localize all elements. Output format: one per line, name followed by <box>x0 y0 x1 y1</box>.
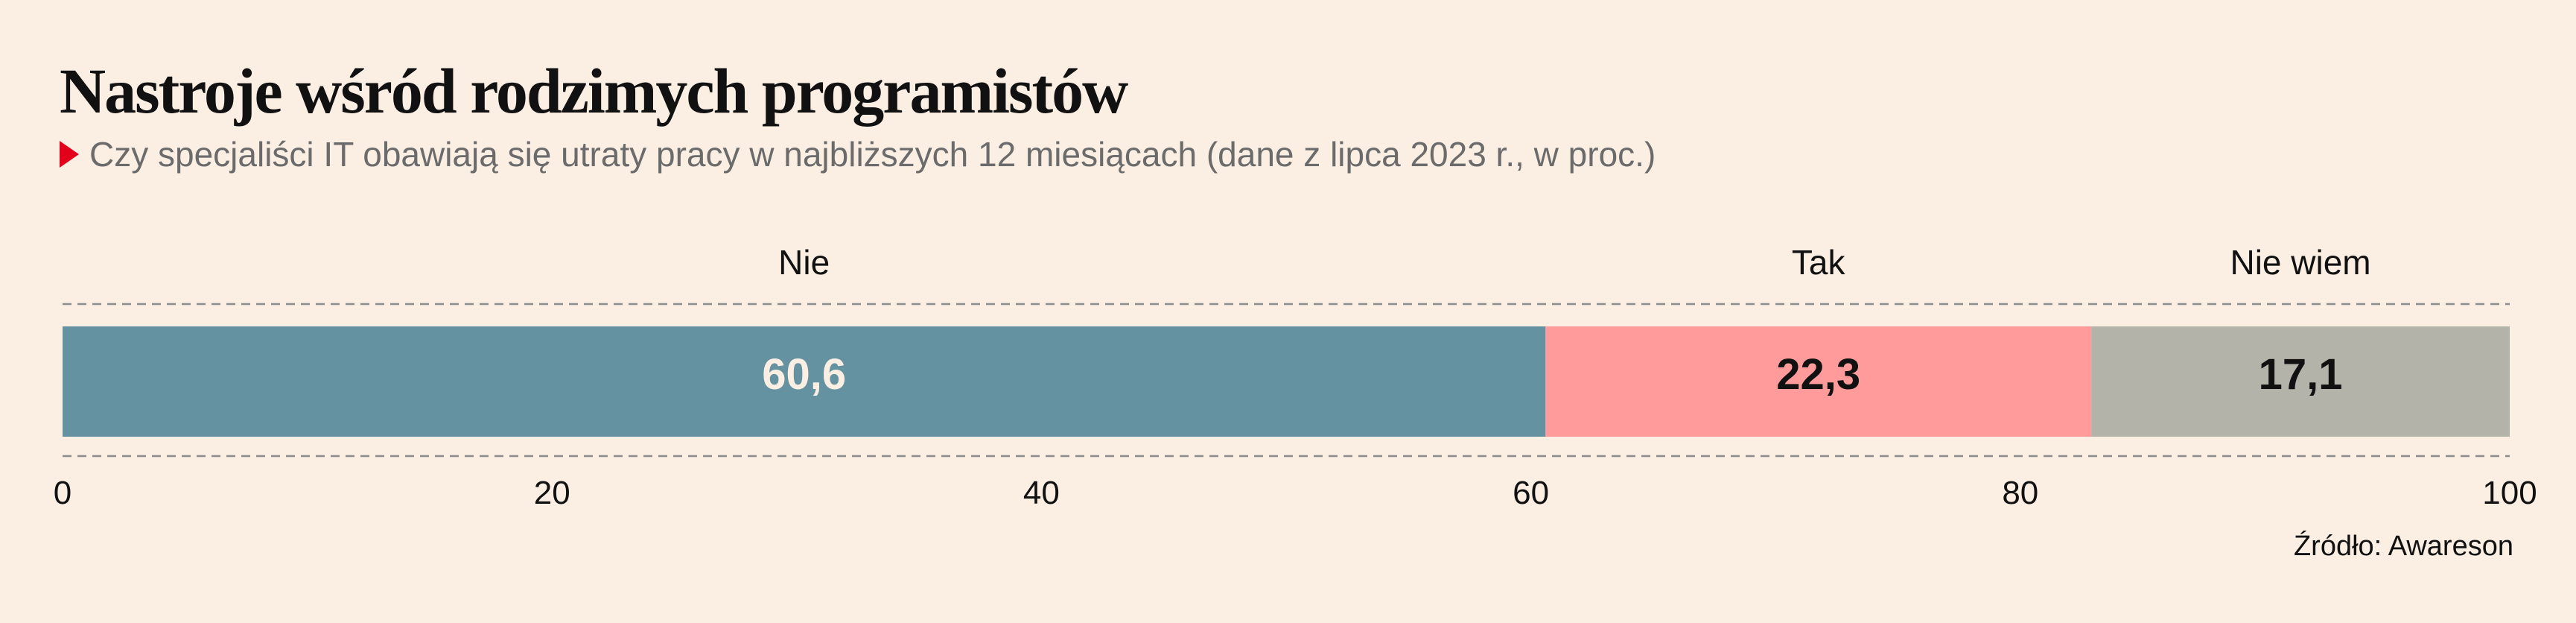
source-note: Źródło: Awareson <box>2293 531 2513 562</box>
x-tick-label: 60 <box>1513 475 1549 511</box>
x-tick-label: 40 <box>1023 475 1060 511</box>
chart-subtitle: Czy specjaliści IT obawiają się utraty p… <box>60 134 1656 174</box>
bar-segment-nie-wiem <box>2091 326 2510 437</box>
value-label-nie-wiem: 17,1 <box>2259 350 2343 399</box>
triangle-marker-icon <box>60 141 79 168</box>
legend-label-tak: Tak <box>1792 243 1846 282</box>
bar-segment-nie <box>63 326 1546 437</box>
x-tick-label: 20 <box>534 475 570 511</box>
value-label-nie: 60,6 <box>762 350 846 399</box>
chart-title: Nastroje wśród rodzimych programistów <box>60 55 1128 127</box>
x-tick-label: 100 <box>2482 475 2537 511</box>
legend-label-nie: Nie <box>778 243 830 282</box>
subtitle-text: Czy specjaliści IT obawiają się utraty p… <box>89 135 1656 174</box>
bar-segment-tak <box>1545 326 2092 437</box>
legend-label-nie-wiem: Nie wiem <box>2230 243 2370 282</box>
x-tick-label: 80 <box>2002 475 2038 511</box>
x-tick-label: 0 <box>54 475 71 511</box>
value-label-tak: 22,3 <box>1776 350 1860 399</box>
